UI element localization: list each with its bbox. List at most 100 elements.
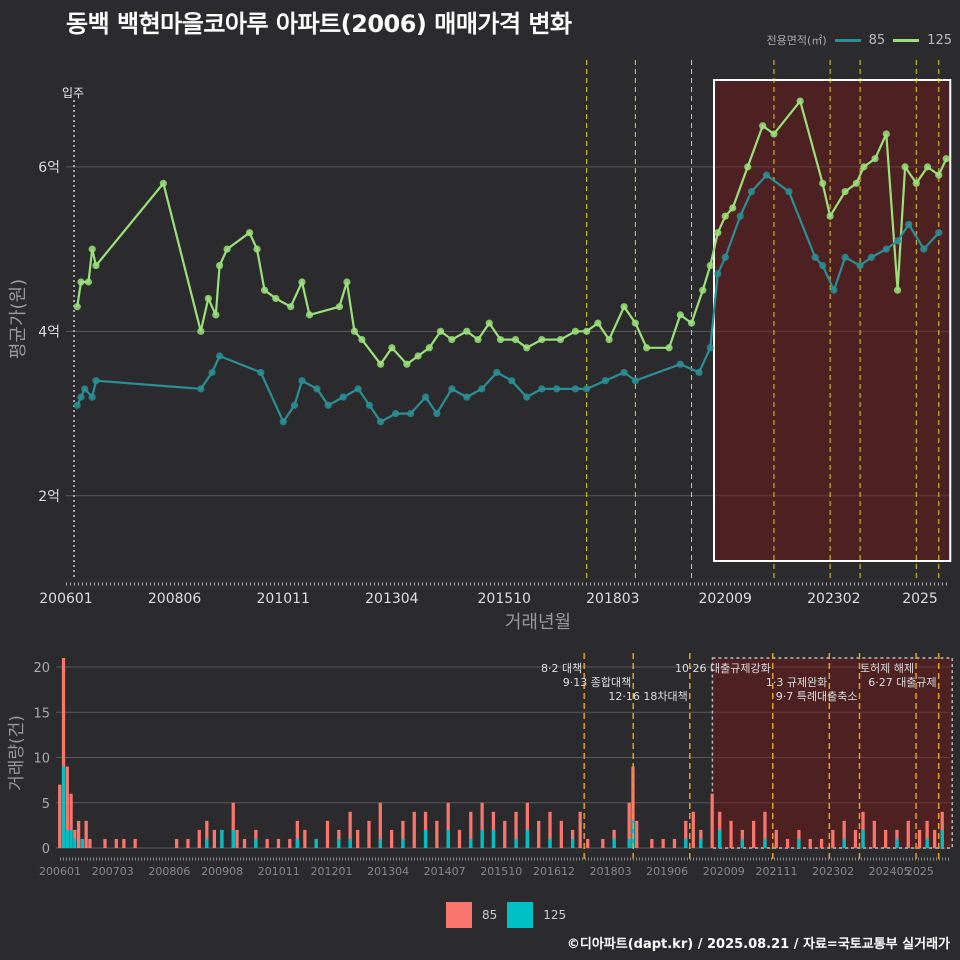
- bar-125: [570, 838, 575, 848]
- data-point-125: [414, 352, 422, 360]
- bar-125: [220, 829, 224, 848]
- data-point-85: [392, 409, 400, 418]
- bar-85: [103, 838, 107, 848]
- data-point-85: [73, 401, 81, 409]
- bar-85: [785, 838, 790, 848]
- data-point-85: [920, 245, 928, 253]
- data-point-125: [335, 303, 344, 311]
- bar-85: [348, 811, 352, 848]
- bar-125: [491, 829, 496, 848]
- bar-125: [740, 838, 744, 848]
- bar-x-tick-label: 201407: [424, 865, 466, 878]
- data-point-85: [88, 393, 96, 401]
- bar-85: [586, 838, 590, 848]
- data-point-85: [721, 253, 729, 261]
- data-point-125: [729, 204, 737, 212]
- bar-85: [58, 784, 62, 848]
- x-tick-label: 201803: [586, 591, 639, 607]
- data-point-125: [583, 327, 591, 335]
- data-point-125: [676, 311, 684, 319]
- bar-legend-swatch-85: [446, 902, 472, 928]
- data-point-125: [436, 327, 445, 335]
- x-tick-label: 200806: [148, 591, 202, 607]
- bar-85: [752, 820, 756, 848]
- data-point-125: [350, 327, 359, 335]
- data-point-85: [463, 393, 471, 401]
- policy-label: 1·3 규제완화: [766, 676, 827, 689]
- data-point-125: [923, 163, 932, 171]
- data-point-125: [245, 229, 254, 237]
- bar-x-tick-label: 201803: [590, 865, 632, 878]
- data-point-125: [377, 360, 385, 368]
- data-point-125: [215, 261, 224, 270]
- data-point-125: [197, 327, 205, 335]
- data-point-125: [706, 261, 714, 270]
- x-tick-label: 202302: [807, 591, 860, 607]
- data-point-125: [272, 294, 280, 303]
- y-tick-label: 4억: [38, 324, 60, 340]
- data-point-125: [882, 130, 890, 138]
- bar-125: [718, 829, 722, 848]
- data-point-85: [433, 409, 441, 418]
- bar-85: [61, 658, 66, 848]
- data-point-125: [448, 335, 456, 344]
- bar-x-tick-label: 201510: [480, 865, 522, 878]
- bar-125: [446, 829, 450, 848]
- bar-125: [480, 829, 484, 848]
- data-point-125: [901, 163, 909, 171]
- bar-legend-swatch-125: [507, 902, 534, 928]
- data-point-85: [819, 261, 827, 270]
- data-point-125: [841, 187, 849, 196]
- data-point-85: [257, 368, 265, 377]
- bar-85: [763, 811, 767, 848]
- bar-85: [356, 829, 360, 848]
- bar-85: [872, 820, 876, 848]
- policy-label: 토허제 해제: [860, 661, 914, 675]
- bar-85: [186, 838, 190, 848]
- bar-85: [559, 820, 563, 848]
- bar-y-tick-label: 5: [42, 797, 50, 812]
- data-point-125: [538, 335, 546, 344]
- data-point-125: [305, 311, 314, 319]
- bar-85: [691, 811, 695, 848]
- data-point-125: [388, 344, 396, 352]
- data-point-125: [852, 179, 860, 187]
- data-point-85: [867, 253, 875, 261]
- data-point-125: [631, 319, 639, 327]
- data-point-125: [260, 286, 269, 294]
- data-point-125: [942, 155, 950, 163]
- policy-label: 9·13 종합대책: [563, 676, 631, 689]
- bar-125: [337, 838, 341, 848]
- data-point-85: [279, 418, 287, 426]
- bar-85: [65, 766, 69, 848]
- data-point-85: [407, 409, 415, 418]
- legend-label-85: 85: [868, 32, 886, 48]
- bar-125: [69, 829, 73, 848]
- data-point-85: [620, 368, 628, 377]
- bar-125: [423, 829, 428, 848]
- bar-85: [175, 838, 179, 848]
- data-point-125: [523, 344, 531, 352]
- x-tick-label: 201011: [257, 591, 310, 607]
- bar-x-tick-label: 202111: [756, 865, 798, 878]
- bar-85: [601, 838, 605, 848]
- data-point-125: [485, 319, 493, 327]
- bar-85: [933, 829, 937, 848]
- bar-125: [80, 838, 85, 848]
- data-point-125: [826, 212, 834, 220]
- bar-125: [254, 838, 258, 848]
- legend-swatch-85: [834, 38, 861, 42]
- bar-x-tick-label: 201612: [533, 865, 575, 878]
- data-point-125: [298, 278, 306, 286]
- bar-85: [242, 838, 247, 848]
- bar-85: [197, 829, 201, 848]
- page-title: 동백 백현마을코아루 아파트(2006) 매매가격 변화: [66, 10, 572, 38]
- bar-85: [276, 838, 281, 848]
- x-tick-label: 2025: [902, 591, 938, 607]
- bar-85: [325, 820, 330, 848]
- highlight-box: [713, 79, 952, 562]
- data-point-85: [354, 385, 362, 393]
- bar-85: [661, 838, 665, 848]
- bar-85: [76, 820, 81, 848]
- data-point-85: [339, 393, 347, 401]
